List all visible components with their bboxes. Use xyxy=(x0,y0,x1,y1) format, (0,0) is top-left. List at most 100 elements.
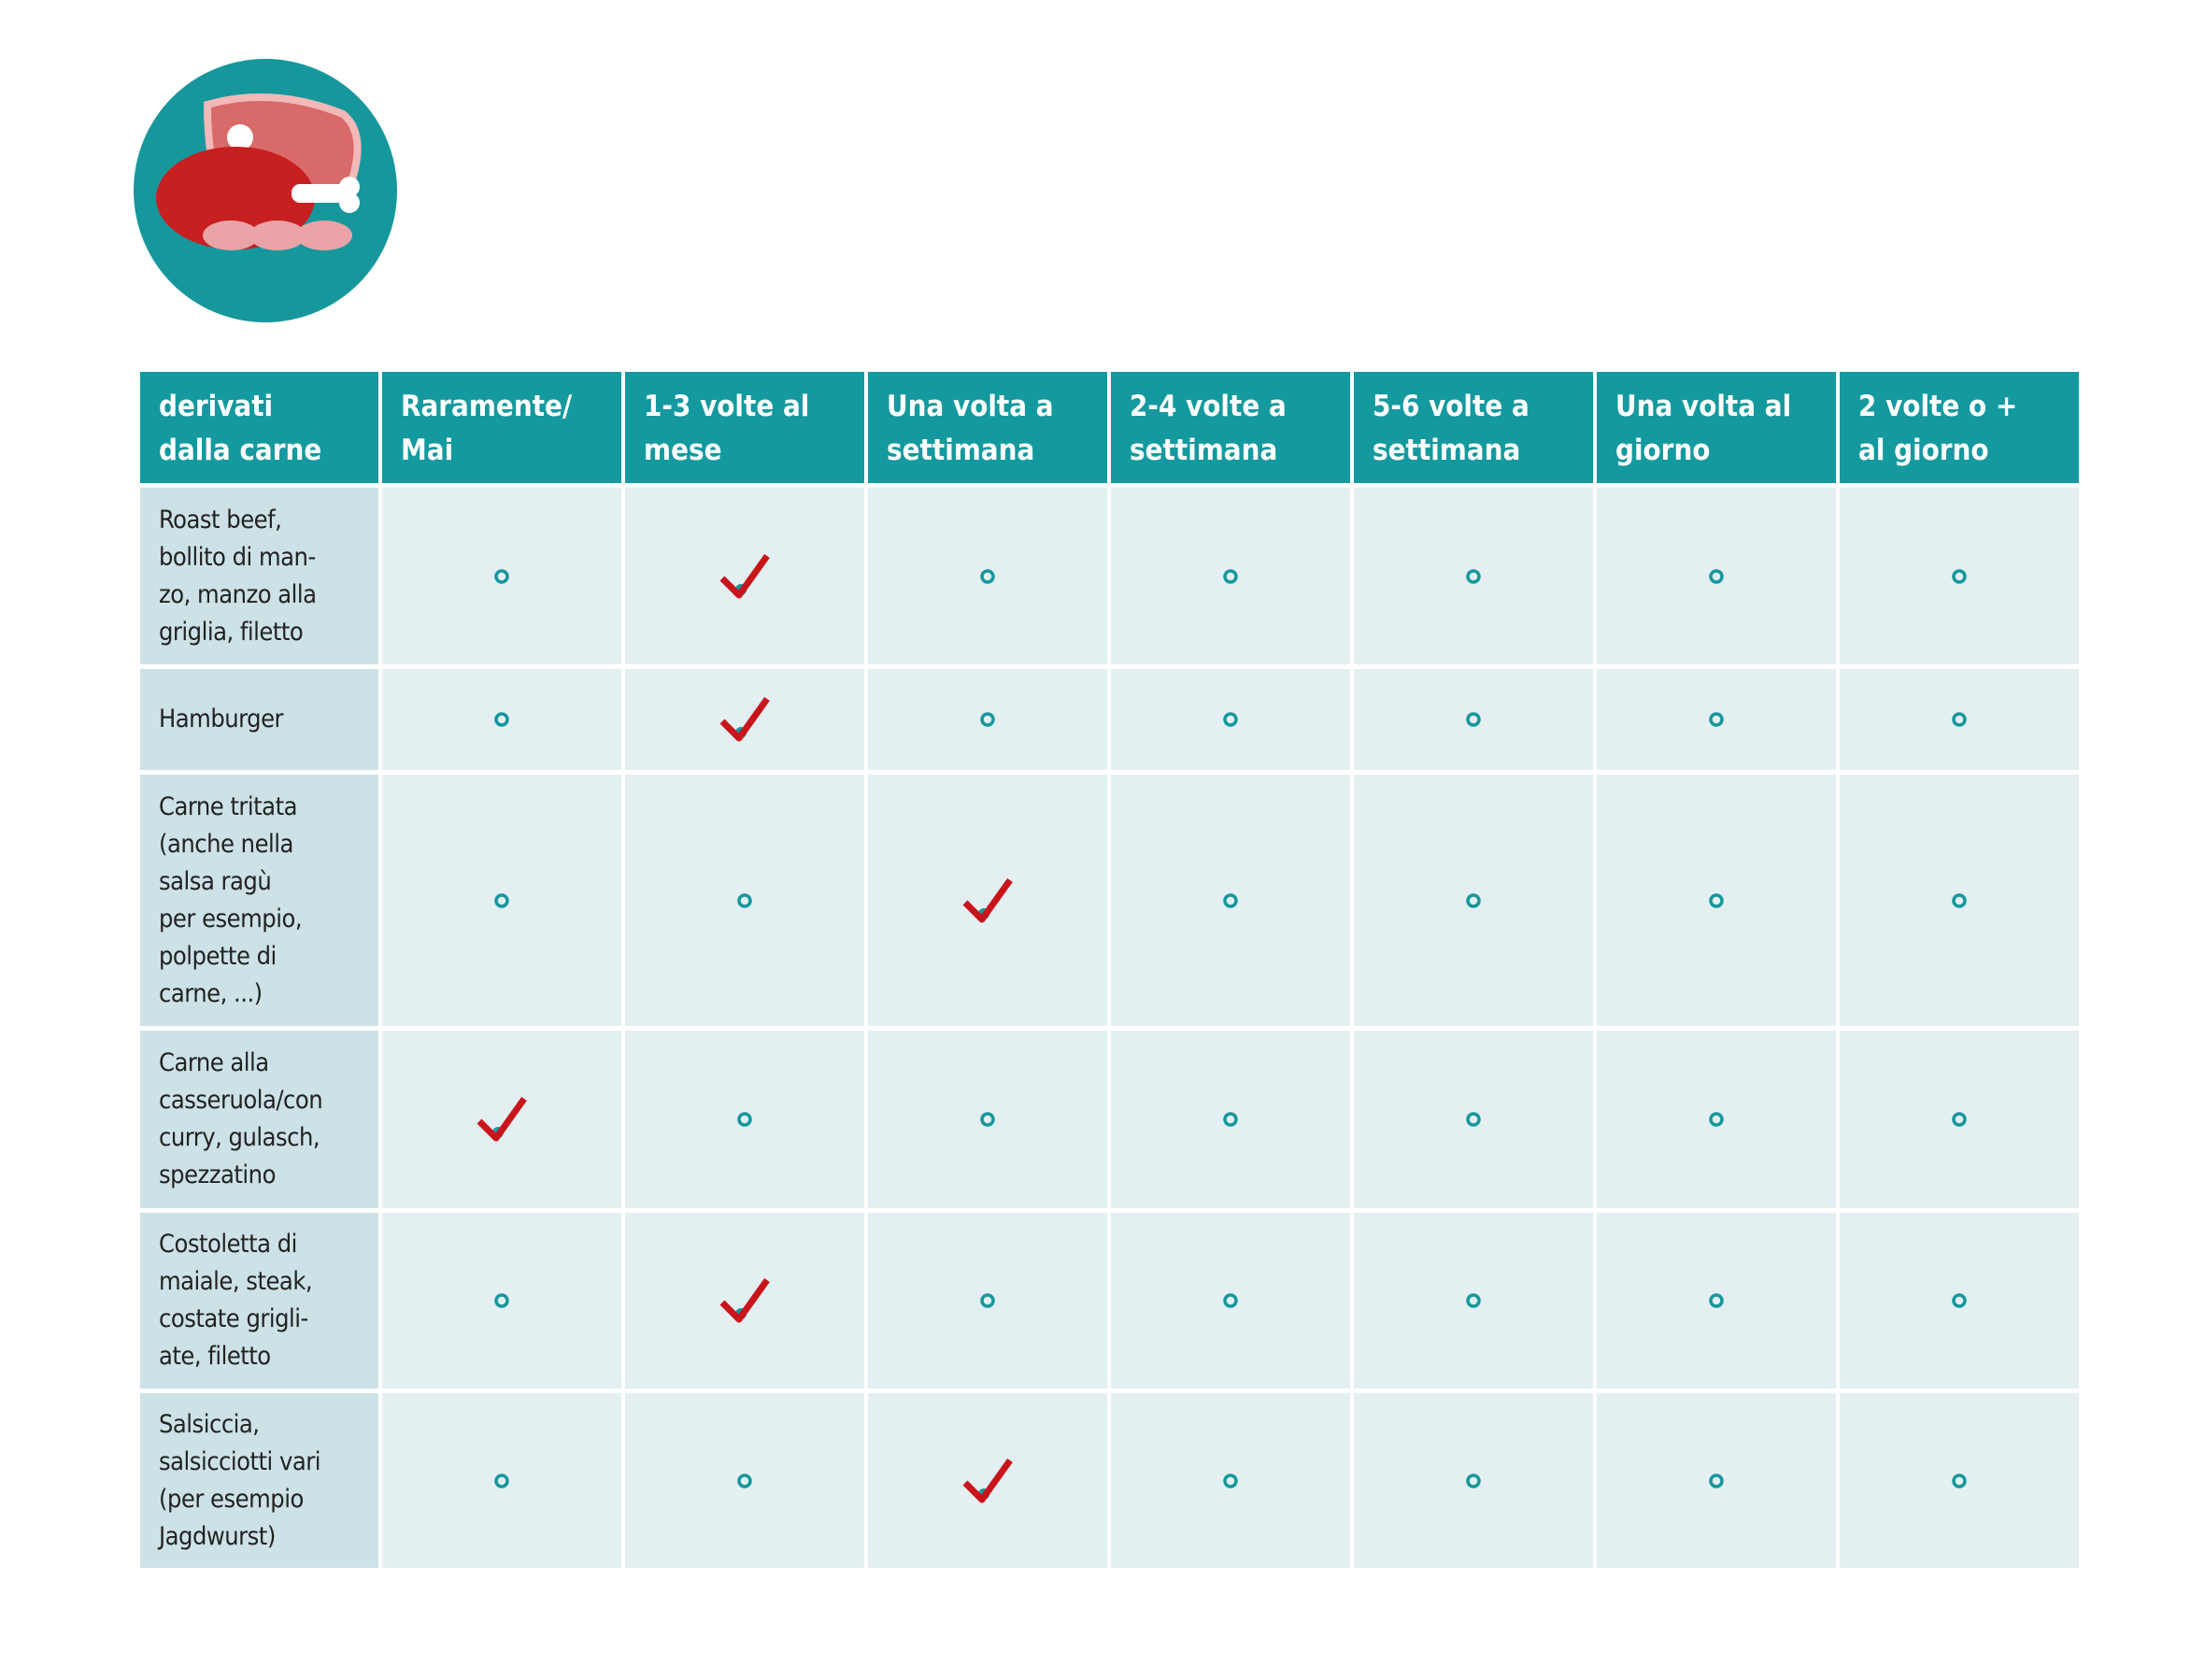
column-header: Raramente/ Mai xyxy=(382,372,621,483)
radio-option[interactable] xyxy=(1707,1291,1726,1310)
answer-cell[interactable] xyxy=(1354,488,1593,664)
radio-option[interactable] xyxy=(1707,1472,1726,1490)
radio-option[interactable] xyxy=(1221,1291,1240,1310)
answer-cell[interactable] xyxy=(625,1031,864,1208)
radio-option[interactable] xyxy=(1950,567,1969,586)
answer-cell[interactable] xyxy=(382,775,621,1026)
radio-option[interactable] xyxy=(1950,891,1969,910)
answer-cell[interactable] xyxy=(1597,1393,1836,1568)
answer-cell[interactable] xyxy=(1111,1393,1350,1568)
answer-cell[interactable] xyxy=(1597,1031,1836,1208)
radio-option[interactable] xyxy=(1464,710,1483,729)
answer-cell[interactable] xyxy=(1597,488,1836,664)
radio-option[interactable] xyxy=(1464,891,1483,910)
row-label: Hamburger xyxy=(140,669,378,770)
radio-option[interactable] xyxy=(1950,710,1969,729)
column-header: 2-4 volte a settimana xyxy=(1111,372,1350,483)
radio-option[interactable] xyxy=(1950,1291,1969,1310)
answer-cell[interactable] xyxy=(382,669,621,770)
radio-option[interactable] xyxy=(1221,710,1240,729)
answer-cell[interactable] xyxy=(1354,669,1593,770)
radio-option[interactable] xyxy=(492,1291,511,1310)
column-header: Una volta a settimana xyxy=(868,372,1107,483)
answer-cell[interactable] xyxy=(382,1393,621,1568)
answer-cell[interactable] xyxy=(1840,1031,2079,1208)
radio-option[interactable] xyxy=(1464,1291,1483,1310)
answer-cell[interactable] xyxy=(1354,1393,1593,1568)
radio-option[interactable] xyxy=(1221,567,1240,586)
answer-cell[interactable] xyxy=(1111,775,1350,1026)
answer-cell[interactable] xyxy=(1354,1031,1593,1208)
radio-option[interactable] xyxy=(1464,567,1483,586)
radio-option[interactable] xyxy=(1221,1110,1240,1129)
radio-option[interactable] xyxy=(1707,891,1726,910)
radio-option[interactable] xyxy=(978,1291,997,1310)
answer-cell[interactable] xyxy=(382,1031,621,1208)
answer-cell[interactable] xyxy=(1597,1213,1836,1388)
row-label: Roast beef, bollito di man- zo, manzo al… xyxy=(140,488,378,664)
radio-option[interactable] xyxy=(1221,1472,1240,1490)
radio-option[interactable] xyxy=(735,1110,754,1129)
answer-cell[interactable] xyxy=(1111,669,1350,770)
radio-option[interactable] xyxy=(492,1472,511,1490)
row-label: Costoletta di maiale, steak, costate gri… xyxy=(140,1213,378,1388)
radio-option[interactable] xyxy=(735,1472,754,1490)
radio-option[interactable] xyxy=(1707,1110,1726,1129)
row-label: Carne alla casseruola/con curry, gulasch… xyxy=(140,1031,378,1208)
radio-option[interactable] xyxy=(1707,567,1726,586)
meat-icon xyxy=(134,59,397,322)
radio-option[interactable] xyxy=(1950,1472,1969,1490)
frequency-table: derivati dalla carne Raramente/ Mai 1-3 vo… xyxy=(140,372,2079,1568)
answer-cell[interactable] xyxy=(1840,488,2079,664)
answer-cell[interactable] xyxy=(1111,1213,1350,1388)
checkmark xyxy=(962,1458,1013,1502)
answer-cell[interactable] xyxy=(868,1213,1107,1388)
answer-cell[interactable] xyxy=(625,775,864,1026)
answer-cell[interactable] xyxy=(868,1393,1107,1568)
radio-option[interactable] xyxy=(978,1110,997,1129)
radio-option[interactable] xyxy=(735,891,754,910)
answer-cell[interactable] xyxy=(625,488,864,664)
answer-cell[interactable] xyxy=(1840,1393,2079,1568)
answer-cell[interactable] xyxy=(625,1393,864,1568)
checkmark xyxy=(719,553,770,598)
row-label: Salsiccia, salsicciotti vari (per esempi… xyxy=(140,1393,378,1568)
radio-option[interactable] xyxy=(1464,1472,1483,1490)
radio-option[interactable] xyxy=(1221,891,1240,910)
answer-cell[interactable] xyxy=(1354,775,1593,1026)
answer-cell[interactable] xyxy=(1597,775,1836,1026)
answer-cell[interactable] xyxy=(625,1213,864,1388)
answer-cell[interactable] xyxy=(868,669,1107,770)
radio-option[interactable] xyxy=(978,567,997,586)
column-header: 5-6 volte a settimana xyxy=(1354,372,1593,483)
answer-cell[interactable] xyxy=(868,488,1107,664)
radio-option[interactable] xyxy=(978,710,997,729)
answer-cell[interactable] xyxy=(1840,669,2079,770)
radio-option[interactable] xyxy=(1707,710,1726,729)
answer-cell[interactable] xyxy=(382,488,621,664)
column-header: Una volta al giorno xyxy=(1597,372,1836,483)
answer-cell[interactable] xyxy=(1354,1213,1593,1388)
answer-cell[interactable] xyxy=(868,1031,1107,1208)
answer-cell[interactable] xyxy=(868,775,1107,1026)
answer-cell[interactable] xyxy=(1111,488,1350,664)
radio-option[interactable] xyxy=(1464,1110,1483,1129)
checkmark xyxy=(719,696,770,742)
radio-option[interactable] xyxy=(492,567,511,586)
checkmark xyxy=(719,1277,770,1323)
answer-cell[interactable] xyxy=(1840,1213,2079,1388)
column-header: 2 volte o + al giorno xyxy=(1840,372,2079,483)
checkmark xyxy=(477,1096,527,1142)
column-header: derivati dalla carne xyxy=(140,372,378,483)
column-header: 1-3 volte al mese xyxy=(625,372,864,483)
answer-cell[interactable] xyxy=(625,669,864,770)
radio-option[interactable] xyxy=(492,710,511,729)
radio-option[interactable] xyxy=(492,891,511,910)
answer-cell[interactable] xyxy=(382,1213,621,1388)
radio-option[interactable] xyxy=(1950,1110,1969,1129)
answer-cell[interactable] xyxy=(1111,1031,1350,1208)
answer-cell[interactable] xyxy=(1840,775,2079,1026)
checkmark xyxy=(962,877,1013,922)
answer-cell[interactable] xyxy=(1597,669,1836,770)
